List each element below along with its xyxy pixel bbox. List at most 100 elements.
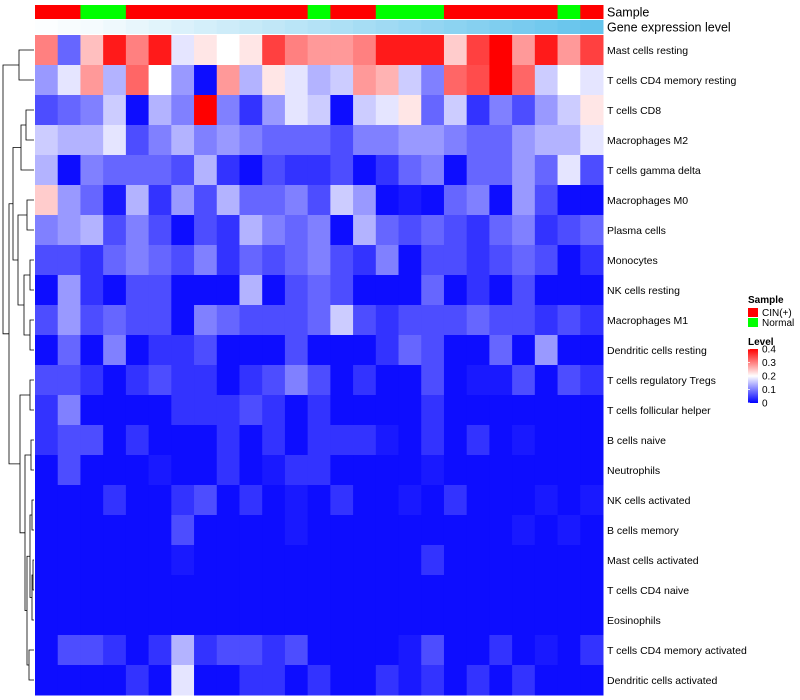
sample-annotation-cell xyxy=(284,5,309,19)
heatmap-cell xyxy=(148,515,172,546)
dendrogram-branch xyxy=(32,559,34,591)
heatmap-cell xyxy=(557,605,581,636)
heatmap-cell xyxy=(194,95,218,126)
dendrogram-branch xyxy=(26,199,34,231)
heatmap-cell xyxy=(239,515,263,546)
heatmap-cell xyxy=(375,305,400,336)
heatmap-cell xyxy=(466,245,490,276)
heatmap-cell xyxy=(80,545,104,576)
heatmap-cell xyxy=(35,95,59,126)
heatmap-cell xyxy=(512,455,536,486)
row-label: B cells memory xyxy=(607,525,680,537)
heatmap-cell xyxy=(216,95,240,126)
heatmap-cell xyxy=(330,635,354,666)
gene-expression-annotation-cell xyxy=(398,20,422,34)
heatmap-cell xyxy=(398,425,422,456)
heatmap-cell xyxy=(262,635,286,666)
heatmap-cell xyxy=(534,215,559,246)
heatmap-cell xyxy=(466,335,490,366)
heatmap-cell xyxy=(262,425,286,456)
heatmap-cell xyxy=(57,275,81,306)
heatmap-cell xyxy=(194,125,218,156)
heatmap-cell xyxy=(35,215,59,246)
heatmap-cell xyxy=(489,125,513,156)
heatmap-cell xyxy=(194,545,218,576)
heatmap-cell xyxy=(512,575,536,606)
heatmap-cell xyxy=(307,335,331,366)
heatmap-cell xyxy=(557,35,581,66)
heatmap-cell xyxy=(580,365,604,396)
sample-annotation-cell xyxy=(35,5,59,19)
heatmap-cell xyxy=(262,275,286,306)
heatmap-cell xyxy=(580,575,604,606)
heatmap-cell xyxy=(239,605,263,636)
heatmap-cell xyxy=(171,125,195,156)
heatmap-cell xyxy=(57,635,81,666)
heatmap-cell xyxy=(353,455,377,486)
sample-annotation-cell xyxy=(443,5,468,19)
heatmap-cell xyxy=(35,605,59,636)
sample-annotation-cell xyxy=(80,5,104,19)
heatmap-cell xyxy=(194,185,218,216)
heatmap-cell xyxy=(375,515,400,546)
heatmap-cell xyxy=(375,575,400,606)
heatmap-cell xyxy=(330,665,354,696)
heatmap-cell xyxy=(375,65,400,96)
gene-expression-annotation-cell xyxy=(375,20,400,34)
heatmap-cell xyxy=(353,365,377,396)
heatmap-cell xyxy=(239,215,263,246)
heatmap-cell xyxy=(194,275,218,306)
heatmap-cell xyxy=(375,245,400,276)
heatmap-cell xyxy=(307,65,331,96)
heatmap-cell xyxy=(80,425,104,456)
heatmap-cell xyxy=(512,365,536,396)
heatmap-cell xyxy=(330,395,354,426)
heatmap-cell xyxy=(148,185,172,216)
heatmap-cell xyxy=(262,335,286,366)
heatmap-cell xyxy=(512,395,536,426)
heatmap-cell xyxy=(489,335,513,366)
heatmap-cell xyxy=(262,515,286,546)
heatmap-cell xyxy=(284,35,309,66)
heatmap-cell xyxy=(421,575,445,606)
heatmap-cell xyxy=(580,605,604,636)
heatmap-cell xyxy=(57,365,81,396)
heatmap-cell xyxy=(353,575,377,606)
heatmap-cell xyxy=(466,515,490,546)
heatmap-cell xyxy=(512,485,536,516)
dendrogram-branch xyxy=(23,274,30,336)
heatmap-cell xyxy=(466,215,490,246)
heatmap-cell xyxy=(35,245,59,276)
heatmap-cell xyxy=(489,95,513,126)
heatmap-cell xyxy=(262,665,286,696)
gene-expression-annotation-track xyxy=(35,20,604,34)
sample-annotation-cell xyxy=(330,5,354,19)
row-label: Plasma cells xyxy=(607,225,666,237)
heatmap-cell xyxy=(534,365,559,396)
heatmap-cell xyxy=(216,485,240,516)
heatmap-cell xyxy=(353,665,377,696)
heatmap-cell xyxy=(353,125,377,156)
heatmap-cell xyxy=(216,635,240,666)
heatmap-cell xyxy=(580,155,604,186)
heatmap-cell xyxy=(398,395,422,426)
heatmap-cell xyxy=(57,215,81,246)
heatmap-cell xyxy=(171,425,195,456)
heatmap-cell xyxy=(57,125,81,156)
heatmap-cell xyxy=(443,515,468,546)
heatmap-cell xyxy=(580,515,604,546)
heatmap-cell xyxy=(512,155,536,186)
heatmap-cell xyxy=(171,245,195,276)
heatmap-cell xyxy=(171,275,195,306)
heatmap-cell xyxy=(216,245,240,276)
heatmap-cell xyxy=(80,155,104,186)
heatmap-cell xyxy=(35,305,59,336)
row-label: T cells CD4 memory activated xyxy=(607,645,747,657)
heatmap-cell xyxy=(125,425,150,456)
heatmap-cell xyxy=(466,395,490,426)
heatmap-cell xyxy=(171,395,195,426)
heatmap-cell xyxy=(194,65,218,96)
heatmap-cell xyxy=(580,245,604,276)
sample-annotation-cell xyxy=(580,5,604,19)
heatmap-cell xyxy=(353,395,377,426)
